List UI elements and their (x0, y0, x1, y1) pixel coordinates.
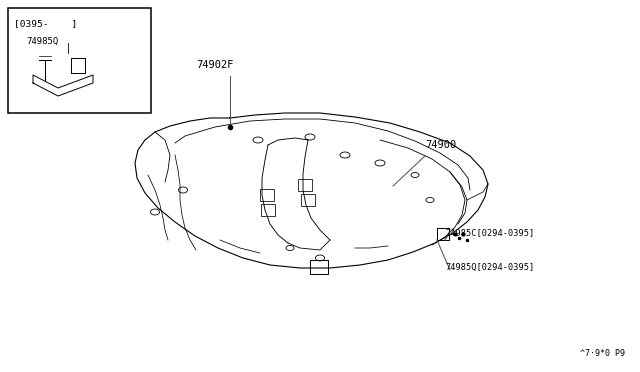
Bar (310, 260, 328, 274)
Text: 74985C[0294-0395]: 74985C[0294-0395] (445, 228, 534, 237)
Text: 74902F: 74902F (196, 60, 234, 70)
Text: 74985Q: 74985Q (26, 37, 58, 46)
Bar (260, 189, 274, 201)
Text: 74900: 74900 (425, 140, 456, 150)
Text: [0395-    ]: [0395- ] (14, 19, 77, 28)
Bar (261, 204, 275, 216)
Bar (298, 179, 312, 191)
Text: 74985Q[0294-0395]: 74985Q[0294-0395] (445, 263, 534, 272)
Bar (301, 194, 315, 206)
FancyBboxPatch shape (8, 8, 151, 113)
Text: ^7·9*0 P9: ^7·9*0 P9 (580, 349, 625, 358)
